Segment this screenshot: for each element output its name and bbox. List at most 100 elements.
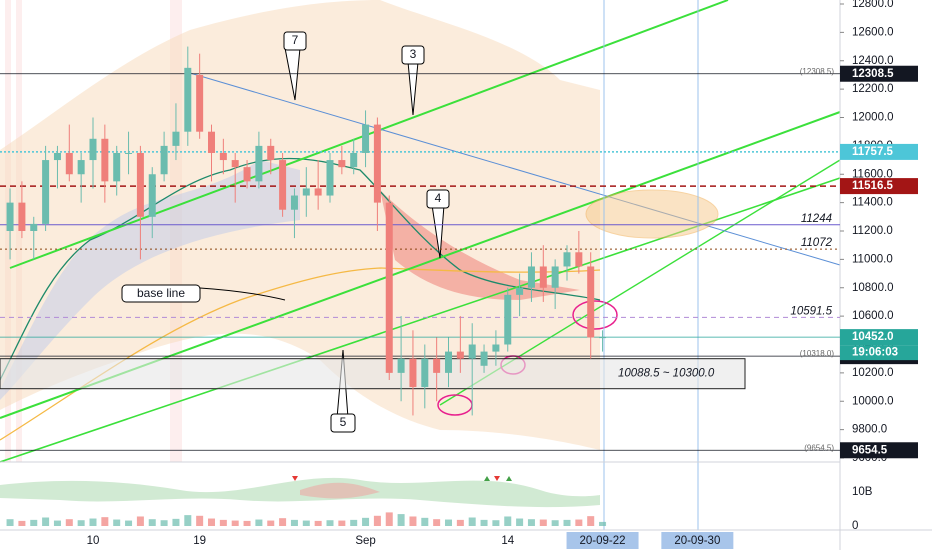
- candle-body: [160, 145, 168, 175]
- x-tick-box: [566, 532, 639, 549]
- price-tag: [840, 178, 918, 195]
- oscillator: [300, 482, 380, 499]
- volume-bar: [77, 520, 85, 526]
- y-tick-label: 10800.0: [852, 282, 894, 294]
- candle-body: [255, 145, 263, 182]
- volume-bar: [575, 519, 583, 526]
- candle-body: [208, 131, 215, 153]
- candle-body: [125, 152, 133, 154]
- volume-bar: [196, 515, 204, 526]
- circle-mark: [572, 300, 618, 330]
- x-tick-label: 20-09-22: [580, 535, 626, 547]
- volume-bar: [136, 516, 144, 526]
- volume-bar: [350, 519, 358, 526]
- candle-body: [89, 138, 97, 161]
- candle-body: [18, 202, 26, 231]
- volume-bar: [231, 520, 239, 526]
- y-tick-label: 12400.0: [852, 55, 894, 67]
- callout: [426, 189, 450, 209]
- callout: [121, 284, 201, 303]
- volume-tick-label: 10B: [852, 486, 873, 498]
- volume-bar: [113, 519, 121, 526]
- y-tick-label: 11400.0: [852, 197, 893, 209]
- candle-body: [101, 138, 109, 182]
- trend-line: [189, 72, 841, 266]
- volume-bar: [326, 520, 334, 526]
- volume-bar: [255, 519, 263, 526]
- volume-bar: [480, 519, 488, 526]
- price-note: (9654.5): [804, 443, 834, 452]
- countdown: 19:06:03: [852, 347, 898, 359]
- price-tag-label: 12308.5: [852, 68, 894, 80]
- candle-body: [302, 188, 310, 196]
- candle-body: [397, 358, 405, 373]
- volume-bar: [267, 520, 275, 526]
- price-tag: [840, 65, 918, 82]
- price-tag-label: 11516.5: [852, 180, 894, 192]
- plot-layer: 10088.5 ~ 10300.0112441107210591.59600.0…: [0, 0, 918, 549]
- volume-bar: [148, 519, 156, 526]
- volume-bar: [599, 521, 607, 526]
- volume-bar: [302, 520, 310, 526]
- candle-body: [551, 266, 559, 288]
- volume-bar: [89, 518, 97, 526]
- y-tick-label: 11200.0: [852, 225, 893, 237]
- volume-bar: [385, 512, 393, 526]
- candle-body: [65, 152, 73, 175]
- candle-body: [6, 202, 14, 231]
- y-tick-label: 10600.0: [852, 310, 894, 322]
- candle-body: [196, 74, 204, 132]
- candle-body: [290, 195, 298, 210]
- y-tick-label: 12200.0: [852, 83, 894, 95]
- candle-body: [421, 358, 429, 388]
- volume-bar: [539, 519, 547, 526]
- candle-body: [587, 266, 595, 338]
- candle-body: [599, 337, 607, 339]
- volume-bar: [6, 519, 14, 526]
- volume-bar: [65, 519, 73, 526]
- volume-bar: [516, 518, 524, 526]
- candle-body: [492, 344, 500, 352]
- volume-bar: [397, 514, 405, 526]
- candle-body: [575, 252, 583, 267]
- candle-body: [279, 160, 287, 210]
- candle-body: [172, 131, 180, 146]
- annotation: 5: [340, 415, 347, 429]
- price-tag: [840, 442, 918, 459]
- candle-body: [42, 160, 50, 224]
- level-label: 11244: [801, 213, 832, 225]
- zone-label: 10088.5 ~ 10300.0: [618, 368, 715, 380]
- volume-bar: [373, 515, 381, 526]
- candle-body: [373, 124, 381, 203]
- candle-body: [30, 223, 38, 231]
- volume-bar: [125, 520, 133, 526]
- volume-bar: [314, 520, 322, 526]
- candle-body: [148, 174, 156, 217]
- candle-body: [243, 167, 251, 182]
- candle-body: [350, 152, 358, 168]
- volume-bar: [421, 517, 429, 526]
- signal-marker: [484, 476, 490, 481]
- candle-body: [516, 287, 524, 295]
- x-tick-box: [661, 532, 734, 549]
- volume-bar: [587, 516, 595, 526]
- level-label: 11072: [801, 237, 833, 249]
- candle-body: [480, 351, 488, 366]
- candle-body: [468, 344, 476, 359]
- candle-body: [326, 160, 334, 196]
- candle-body: [77, 160, 85, 175]
- x-tick-label: 19: [193, 535, 206, 547]
- candle-body: [504, 294, 512, 345]
- candle-body: [362, 124, 370, 153]
- price-tag: [840, 329, 918, 346]
- price-tag-label: 10452.0: [852, 331, 894, 343]
- ma-line: [0, 157, 601, 381]
- y-tick-label: 10200.0: [852, 367, 894, 379]
- y-tick-label: 12000.0: [852, 112, 894, 124]
- callout: [330, 413, 356, 433]
- x-tick-label: Sep: [355, 535, 375, 547]
- volume-tick-label: 0: [852, 520, 858, 532]
- volume-bar: [243, 520, 251, 526]
- candle-body: [409, 358, 417, 388]
